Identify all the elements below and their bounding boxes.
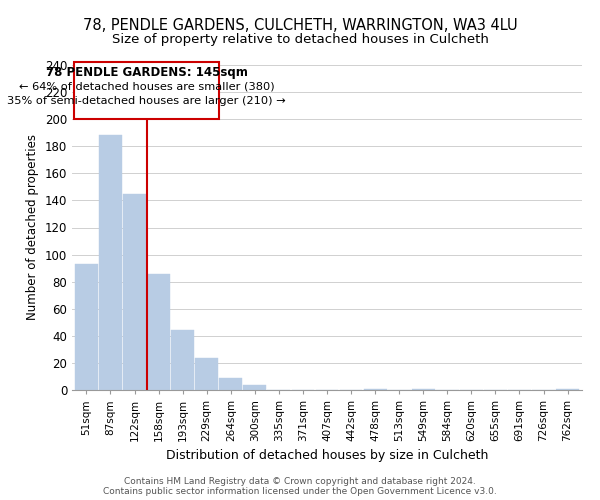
Text: 35% of semi-detached houses are larger (210) →: 35% of semi-detached houses are larger (… [7, 96, 286, 106]
Bar [220, 378, 242, 390]
Text: 78 PENDLE GARDENS: 145sqm: 78 PENDLE GARDENS: 145sqm [46, 66, 248, 80]
X-axis label: Distribution of detached houses by size in Culcheth: Distribution of detached houses by size … [166, 450, 488, 462]
Bar [147, 274, 170, 390]
Bar [123, 194, 146, 390]
Bar [412, 388, 434, 390]
Bar [99, 136, 122, 390]
Bar [244, 384, 266, 390]
Bar [75, 264, 98, 390]
Bar [556, 388, 579, 390]
Text: Contains HM Land Registry data © Crown copyright and database right 2024.: Contains HM Land Registry data © Crown c… [124, 476, 476, 486]
Text: Contains public sector information licensed under the Open Government Licence v3: Contains public sector information licen… [103, 486, 497, 496]
Text: ← 64% of detached houses are smaller (380): ← 64% of detached houses are smaller (38… [19, 82, 274, 92]
Y-axis label: Number of detached properties: Number of detached properties [26, 134, 39, 320]
Bar [195, 358, 218, 390]
Bar [171, 330, 194, 390]
FancyBboxPatch shape [74, 62, 219, 119]
Bar [364, 388, 386, 390]
Text: Size of property relative to detached houses in Culcheth: Size of property relative to detached ho… [112, 32, 488, 46]
Text: 78, PENDLE GARDENS, CULCHETH, WARRINGTON, WA3 4LU: 78, PENDLE GARDENS, CULCHETH, WARRINGTON… [83, 18, 517, 32]
